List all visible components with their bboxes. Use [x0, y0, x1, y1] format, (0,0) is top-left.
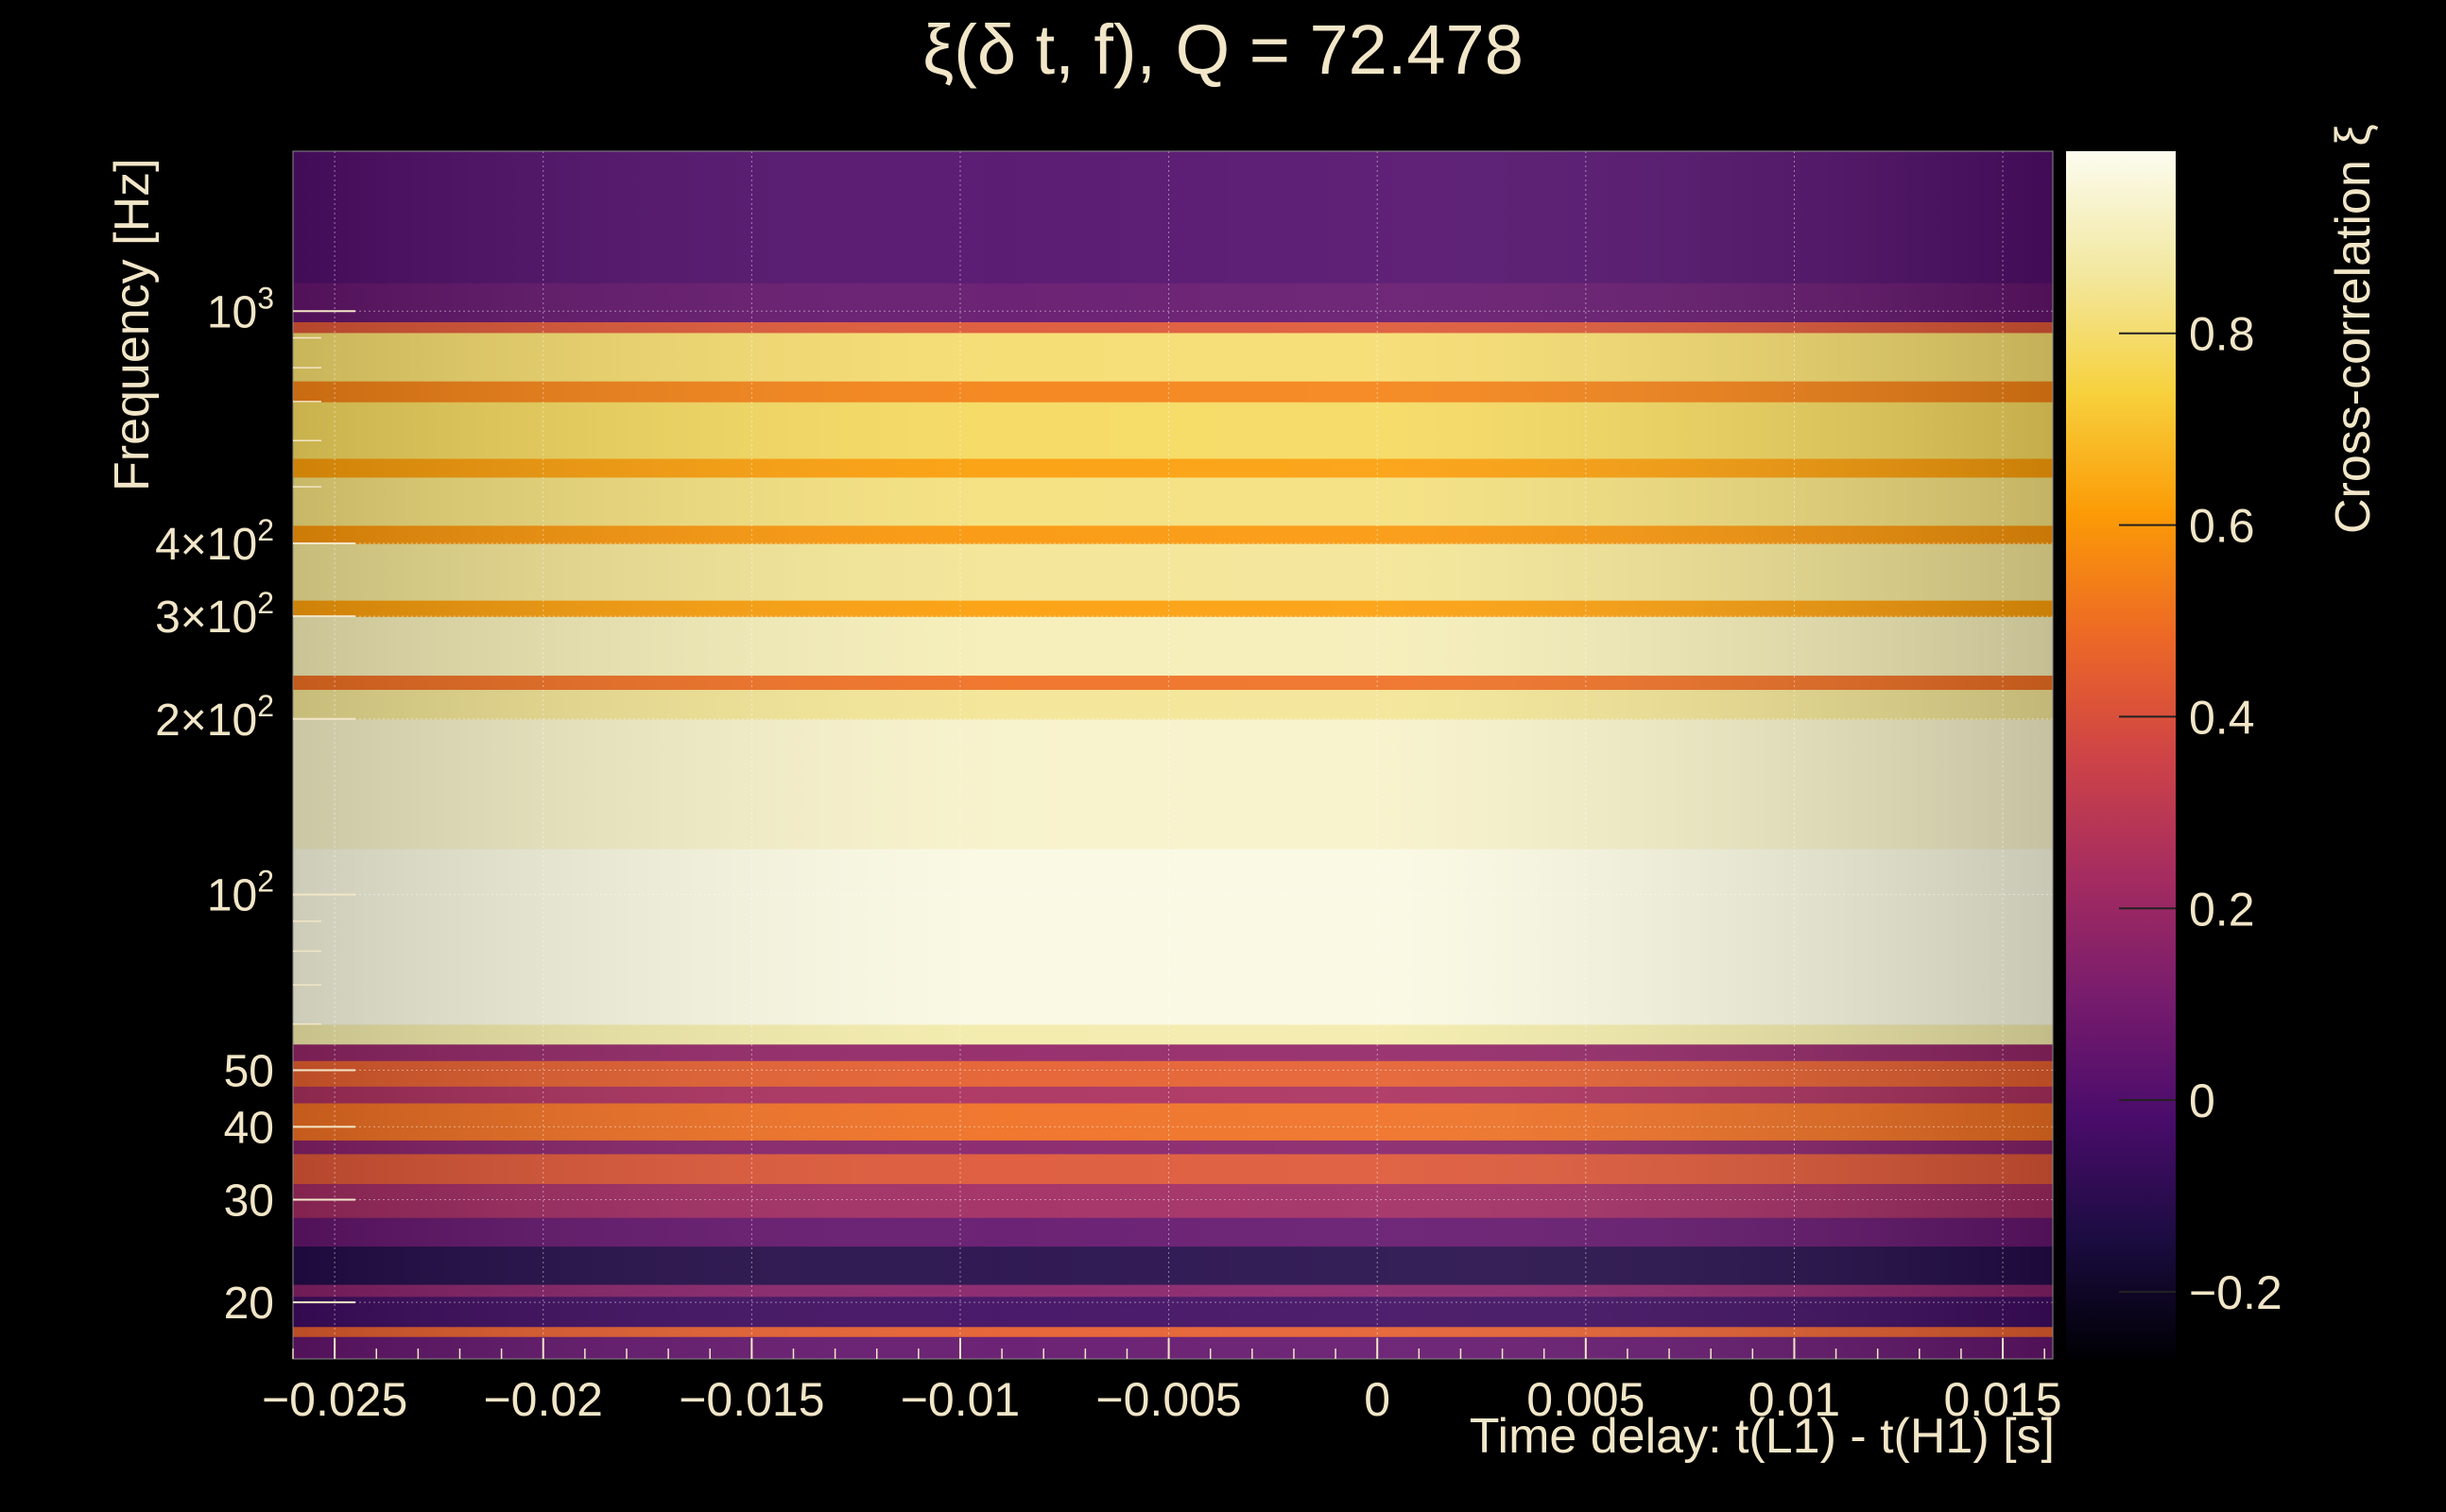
x-tick-label: −0.025	[262, 1373, 407, 1426]
colorbar-tick-label: −0.2	[2189, 1266, 2282, 1319]
grid-lines	[293, 151, 2053, 1359]
colorbar-tick-label: 0.8	[2189, 308, 2255, 361]
x-tick-label: −0.01	[901, 1373, 1021, 1426]
x-tick-label: −0.02	[483, 1373, 603, 1426]
colorbar-tick-label: 0.6	[2189, 500, 2255, 553]
y-axis-ticks: 20 30 40 50 102 2×102 3×102 4×102 103	[155, 281, 355, 1329]
colorbar-label: Cross-correlation ξ	[2326, 124, 2381, 534]
x-axis-label: Time delay: t(L1) - t(H1) [s]	[1469, 1409, 2055, 1464]
y-tick-label: 50	[224, 1046, 274, 1096]
colorbar-tick-label: 0.2	[2189, 883, 2255, 936]
x-axis-ticks: −0.025 −0.02 −0.015 −0.01 −0.005 0 0.005 0.01 0.…	[262, 1338, 2062, 1426]
y-axis-label: Frequency [Hz]	[105, 158, 160, 491]
chart-title: ξ(δ t, f), Q = 72.478	[922, 10, 1524, 89]
y-tick-label: 103	[207, 281, 274, 337]
y-tick-label: 30	[224, 1176, 274, 1226]
colorbar-ticks: −0.2 0 0.2 0.4 0.6 0.8	[2119, 308, 2282, 1319]
heatmap-shading	[293, 151, 2053, 1359]
y-tick-label: 20	[224, 1279, 274, 1329]
y-tick-label: 4×102	[155, 513, 274, 570]
y-tick-label: 3×102	[155, 586, 274, 643]
colorbar-tick-label: 0	[2189, 1074, 2215, 1127]
x-tick-label: −0.015	[679, 1373, 824, 1426]
y-tick-label: 102	[207, 865, 274, 921]
colorbar	[2066, 151, 2176, 1359]
colorbar-tick-label: 0.4	[2189, 691, 2255, 744]
x-tick-label: 0	[1364, 1373, 1390, 1426]
plot-frame	[292, 150, 2054, 1360]
x-tick-label: 0.01	[1748, 1373, 1840, 1426]
x-tick-label: 0.015	[1943, 1373, 2061, 1426]
x-tick-label: −0.005	[1095, 1373, 1241, 1426]
x-tick-label: 0.005	[1526, 1373, 1645, 1426]
y-tick-label: 40	[224, 1103, 274, 1153]
y-tick-label: 2×102	[155, 689, 274, 746]
